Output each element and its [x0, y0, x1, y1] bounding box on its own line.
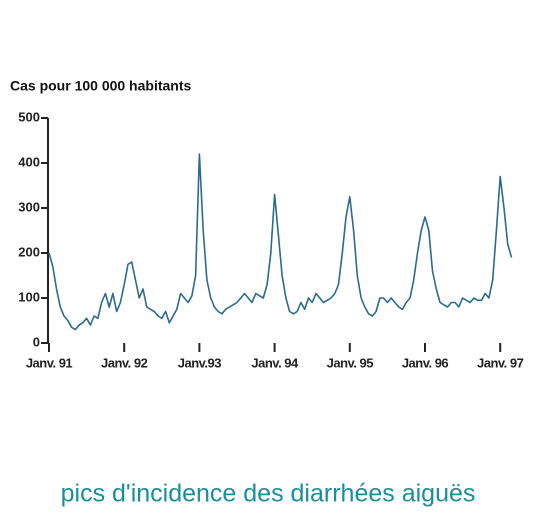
x-tick-label: Janv. 94 [251, 355, 299, 370]
x-tick-label: Janv. 96 [402, 355, 449, 370]
x-tick-label: Janv. 91 [26, 355, 73, 370]
caption: pics d'incidence des diarrhées aiguës [61, 480, 476, 508]
x-tick-label: Janv. 97 [477, 355, 524, 370]
x-tick-label: Janv.93 [178, 355, 222, 370]
x-tick-label: Janv. 92 [101, 355, 148, 370]
y-tick-label: 0 [33, 334, 40, 349]
x-tick-label: Janv. 95 [327, 355, 374, 370]
y-tick-label: 300 [18, 199, 40, 214]
y-tick-label: 100 [18, 289, 40, 304]
y-axis-label: Cas pour 100 000 habitants [10, 78, 192, 94]
y-tick-label: 400 [18, 154, 40, 169]
y-tick-label: 200 [18, 244, 40, 259]
data-line [48, 153, 513, 331]
y-tick-label: 500 [18, 109, 40, 124]
